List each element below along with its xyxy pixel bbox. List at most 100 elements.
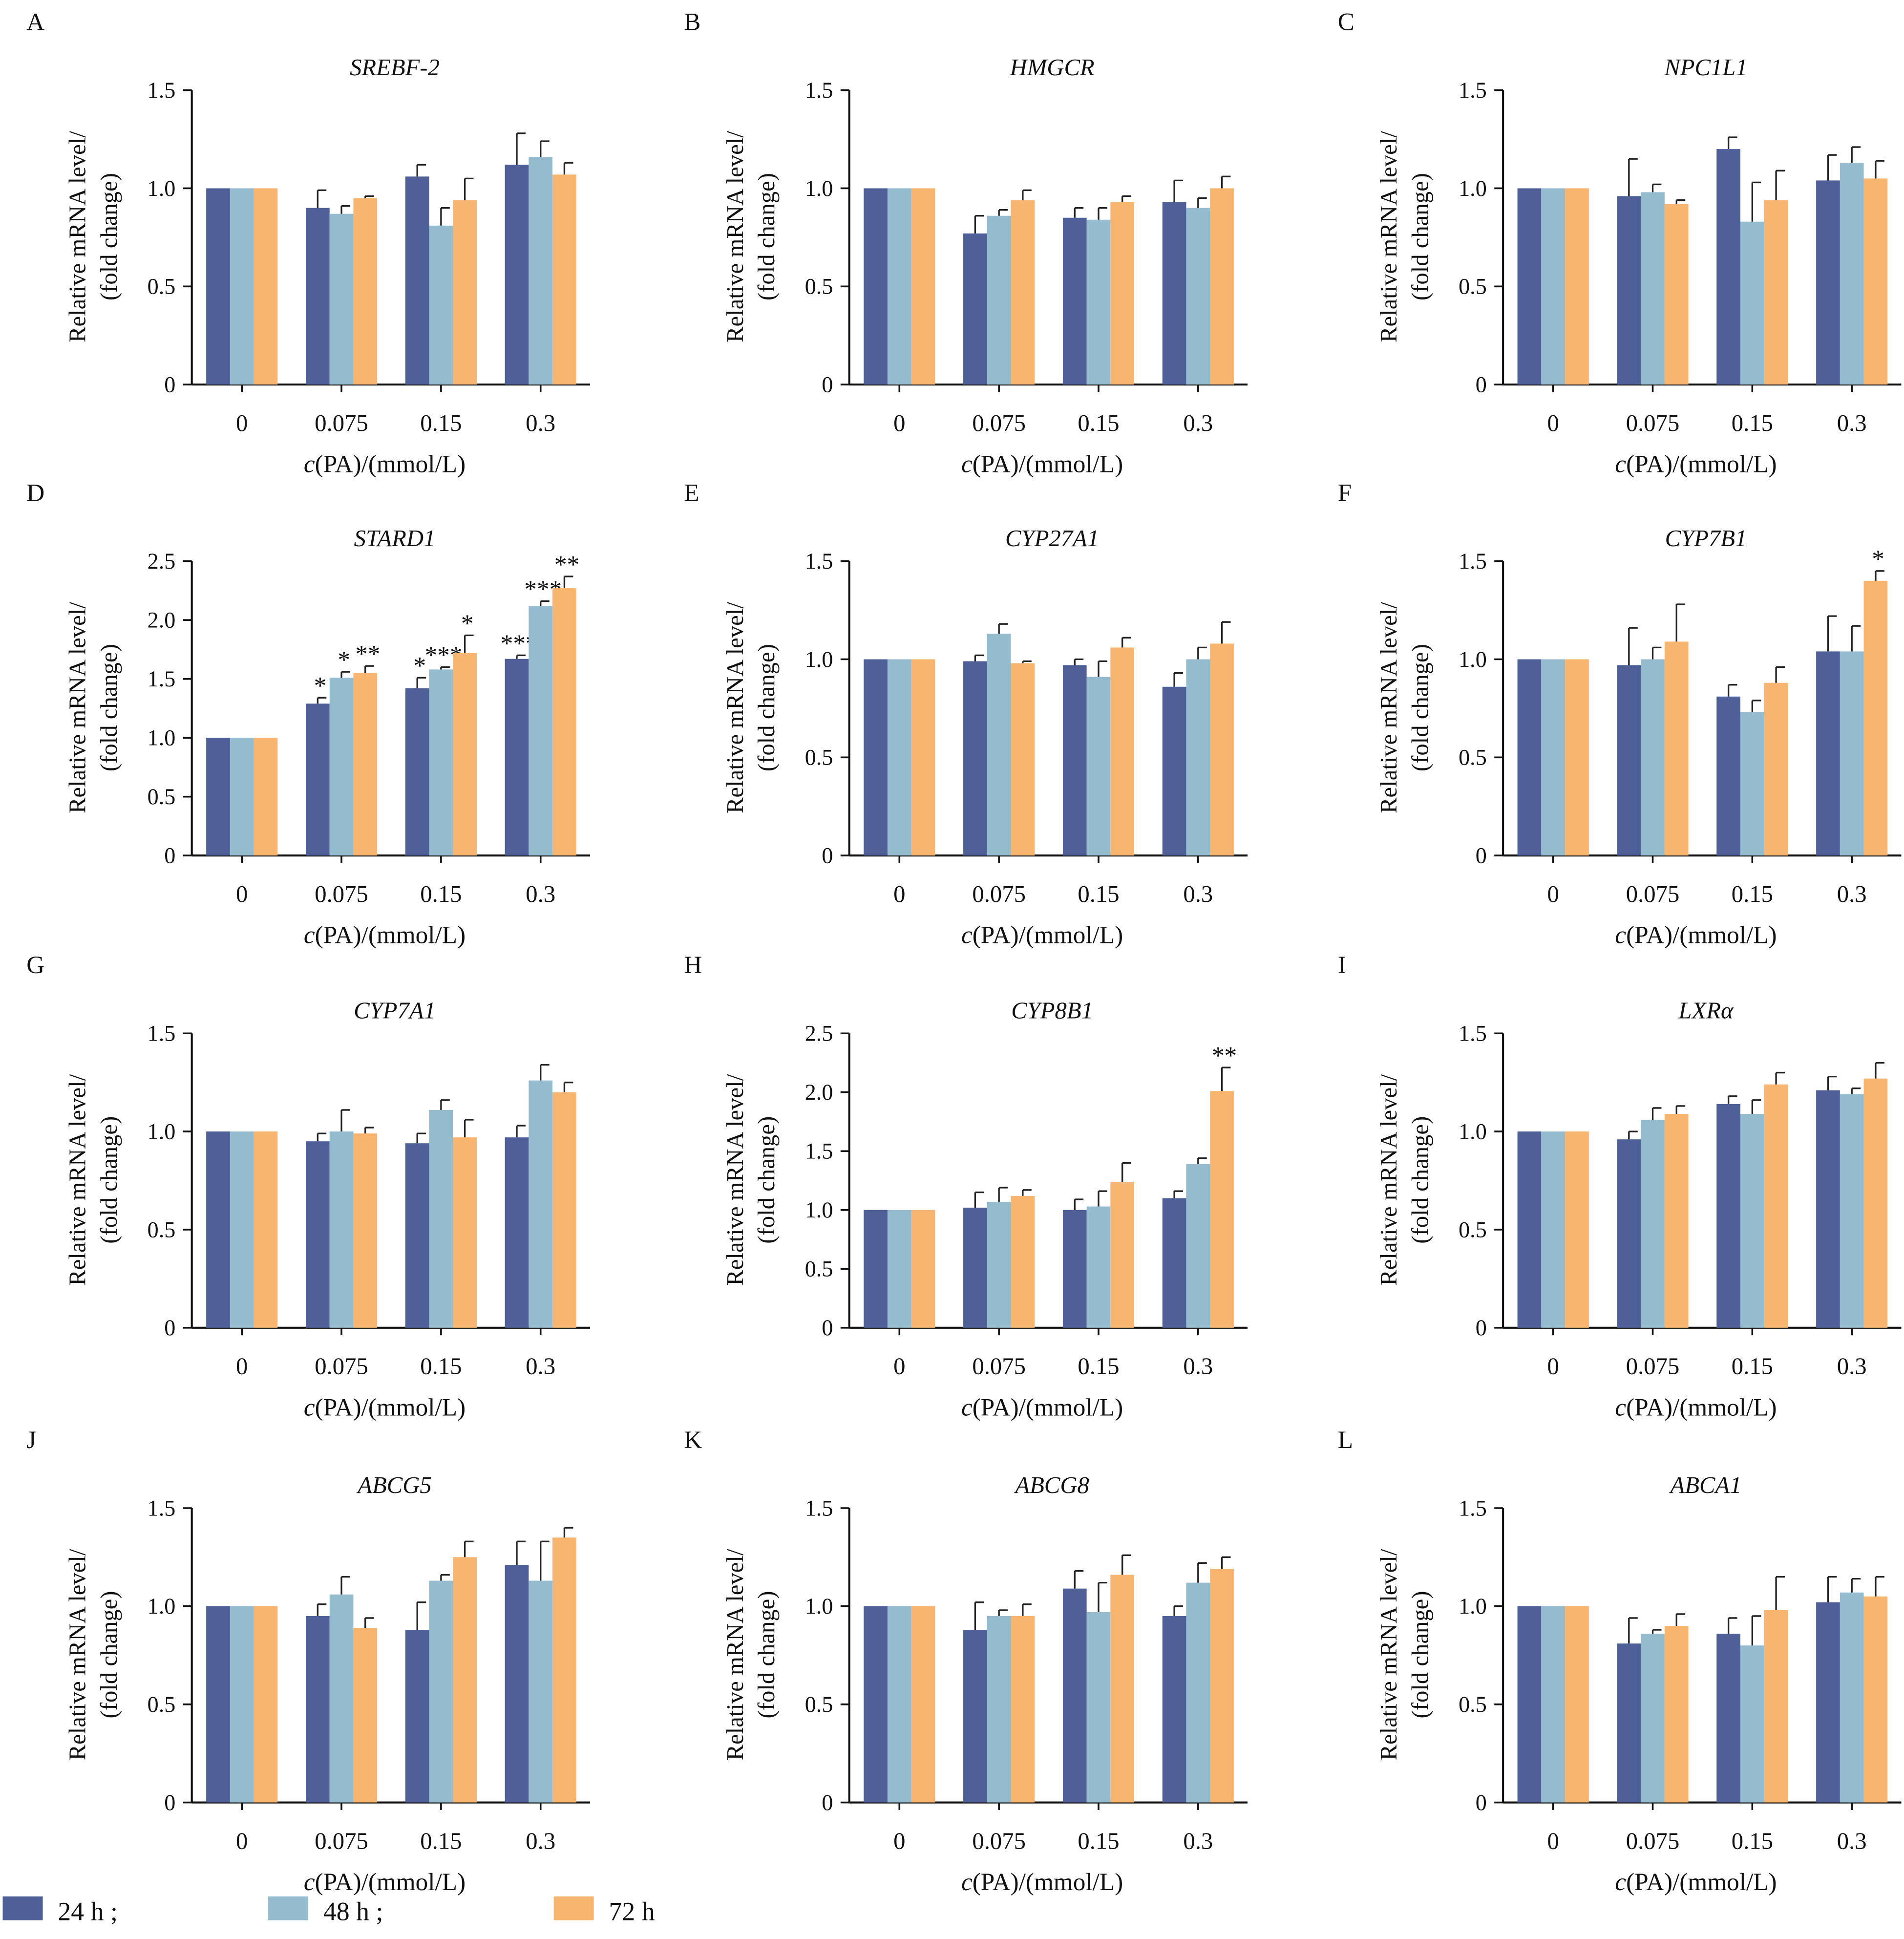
y-tick-label: 1.0 (1459, 1119, 1487, 1144)
y-tick-label: 1.0 (148, 1594, 176, 1619)
bar-72h (911, 659, 935, 856)
significance-stars: ** (554, 551, 579, 578)
x-tick-label: 0.3 (1837, 1353, 1867, 1380)
x-tick-label: 0.075 (315, 881, 368, 907)
bar-24h (1716, 149, 1741, 385)
x-axis-label-italic: c (1615, 1393, 1626, 1421)
panel-letter: K (684, 1426, 702, 1454)
y-axis-label-line: Relative mRNA level/ (1375, 1549, 1402, 1760)
x-tick-label: 0.075 (1626, 410, 1680, 436)
bar-72h (353, 1628, 378, 1803)
x-tick-label: 0.15 (420, 1353, 462, 1380)
bar-72h (1110, 647, 1135, 856)
y-tick-label: 0 (164, 372, 175, 397)
y-tick-label: 1.5 (805, 549, 833, 574)
bar-24h (1816, 1090, 1840, 1328)
bar-72h (1210, 643, 1234, 856)
x-axis-label-italic: c (304, 1393, 315, 1421)
y-axis-label: Relative mRNA level/(fold change) (1375, 1549, 1433, 1760)
panel-title: ABCG8 (1014, 1472, 1089, 1498)
bar-24h (405, 1143, 429, 1328)
y-tick-label: 1.0 (805, 176, 833, 201)
legend-label: 48 h ; (323, 1897, 383, 1926)
x-tick-label: 0.075 (315, 1353, 368, 1380)
x-axis-label: c(PA)/(mmol/L) (304, 921, 465, 949)
bar-72h (1110, 202, 1135, 385)
y-axis-label: Relative mRNA level/(fold change) (722, 602, 780, 813)
x-tick-label: 0.15 (420, 1828, 462, 1854)
bar-72h (1863, 178, 1888, 385)
y-axis-label-line: (fold change) (753, 644, 780, 771)
bar-72h (453, 1557, 477, 1803)
bar-24h (963, 233, 987, 385)
bar-48h (1186, 1164, 1210, 1328)
bar-48h (1186, 1582, 1210, 1803)
x-axis-label: c(PA)/(mmol/L) (304, 1393, 465, 1421)
bar-48h (1840, 163, 1864, 385)
bar-72h (1764, 1610, 1788, 1803)
y-axis-label-line: (fold change) (1407, 173, 1433, 300)
bar-48h (230, 188, 254, 385)
y-axis-label-line: Relative mRNA level/ (64, 602, 91, 813)
panel-title: CYP7A1 (354, 997, 436, 1023)
y-axis-label-line: Relative mRNA level/ (64, 1074, 91, 1285)
bar-72h (1110, 1575, 1135, 1803)
x-tick-label: 0 (1547, 410, 1559, 436)
x-axis-label: c(PA)/(mmol/L) (961, 1868, 1123, 1896)
x-axis-label-rest: (PA)/(mmol/L) (973, 1393, 1123, 1421)
bar-48h (1541, 1131, 1566, 1328)
bar-72h (911, 1210, 935, 1328)
x-tick-label: 0 (893, 881, 905, 907)
bar-24h (505, 165, 529, 385)
y-tick-label: 0 (822, 372, 833, 397)
bar-24h (1617, 196, 1641, 385)
y-tick-label: 1.0 (805, 1197, 833, 1222)
y-axis-label: Relative mRNA level/(fold change) (1375, 1074, 1433, 1285)
bar-72h (552, 588, 576, 856)
significance-stars: ** (355, 640, 380, 668)
significance-stars: * (1872, 545, 1884, 573)
panel-title: LXRα (1678, 997, 1734, 1023)
panel-B: B HMGCR 0 0.5 1.0 1.5 Relative mRNA level/(fol… (684, 8, 1248, 478)
x-tick-label: 0.15 (420, 410, 462, 436)
x-axis-label-rest: (PA)/(mmol/L) (973, 1868, 1123, 1896)
y-tick-label: 0.5 (148, 274, 176, 299)
bar-24h (1517, 188, 1542, 385)
panel-title: CYP8B1 (1011, 997, 1093, 1023)
bar-48h (887, 1606, 911, 1803)
y-tick-label: 1.5 (805, 1139, 833, 1164)
x-tick-label: 0.15 (1732, 1353, 1773, 1380)
x-axis-label-italic: c (961, 1393, 973, 1421)
bar-48h (1641, 1634, 1665, 1803)
bar-24h (206, 188, 230, 385)
y-tick-label: 1.0 (148, 1119, 176, 1144)
x-tick-label: 0.15 (1732, 410, 1773, 436)
y-axis-label: Relative mRNA level/(fold change) (1375, 131, 1433, 342)
x-axis-label: c(PA)/(mmol/L) (1615, 921, 1777, 949)
bar-24h (1517, 1606, 1542, 1803)
y-tick-label: 0 (164, 1790, 175, 1815)
x-tick-label: 0 (893, 1828, 905, 1854)
bar-72h (254, 738, 278, 856)
y-tick-label: 0 (822, 1315, 833, 1340)
x-axis-label-italic: c (1615, 921, 1626, 949)
bar-48h (529, 1580, 553, 1803)
legend-label: 24 h ; (58, 1897, 118, 1926)
y-axis-label: Relative mRNA level/(fold change) (64, 602, 122, 813)
bar-72h (1011, 663, 1035, 856)
y-tick-label: 0 (822, 1790, 833, 1815)
x-tick-label: 0.15 (1078, 1828, 1119, 1854)
bar-72h (353, 1133, 378, 1328)
bar-48h (987, 634, 1011, 856)
legend-label: 72 h (609, 1897, 655, 1926)
bar-72h (1664, 1626, 1689, 1803)
y-tick-label: 1.5 (148, 1495, 176, 1520)
x-tick-label: 0.15 (1078, 410, 1119, 436)
bar-24h (206, 1606, 230, 1803)
panel-letter: B (684, 8, 700, 36)
x-axis-label: c(PA)/(mmol/L) (1615, 1868, 1777, 1896)
y-axis-label-line: (fold change) (1407, 1116, 1433, 1244)
x-tick-label: 0.075 (315, 1828, 368, 1854)
x-axis-label-rest: (PA)/(mmol/L) (973, 921, 1123, 949)
